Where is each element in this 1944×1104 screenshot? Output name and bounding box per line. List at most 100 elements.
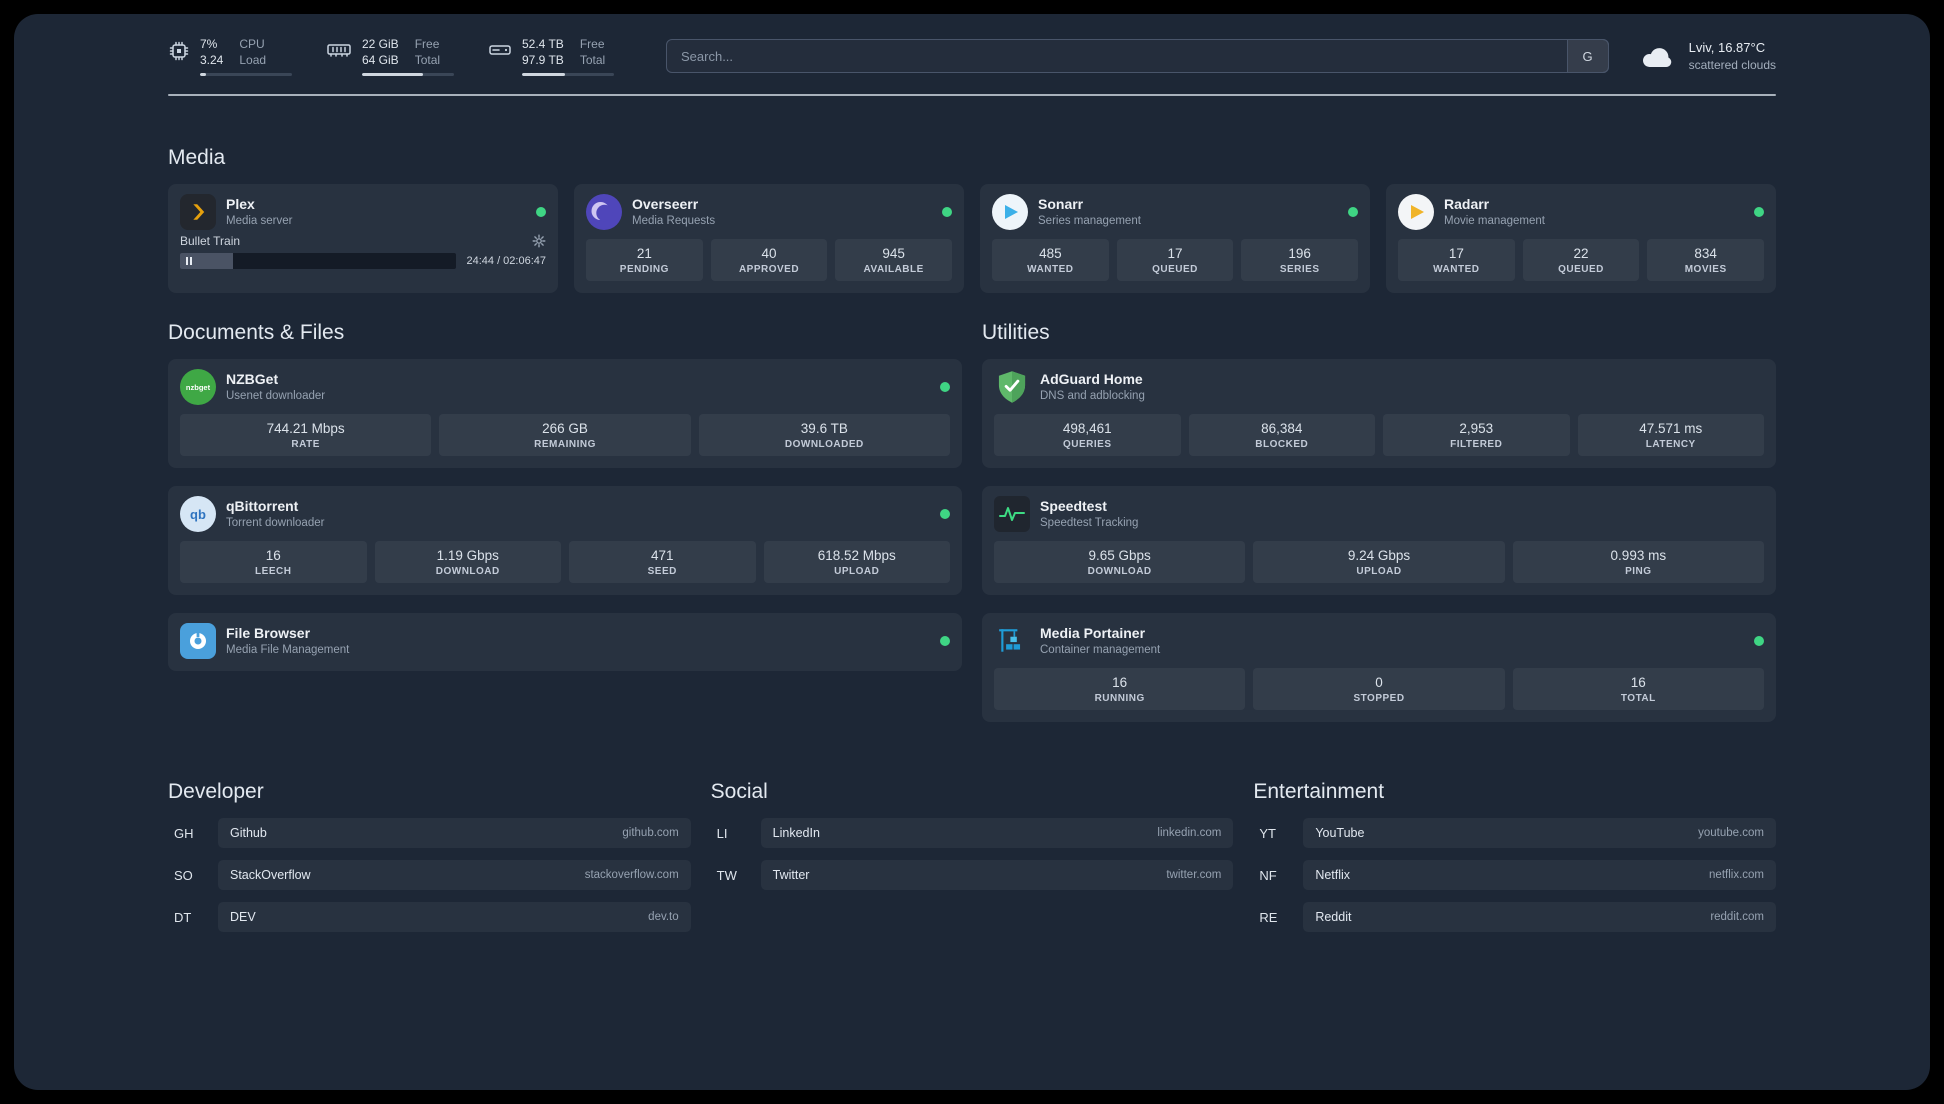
service-name: Radarr [1444, 196, 1490, 213]
nzbget-icon: nzbget [180, 369, 216, 406]
cpu-load-label: Load [239, 53, 267, 68]
service-name: Media Portainer [1040, 625, 1146, 642]
radarr-icon [1398, 194, 1434, 231]
service-card-radarr[interactable]: Radarr Movie management 17 WANTED 22 QUE… [1386, 184, 1776, 294]
ram-icon [327, 44, 351, 57]
bookmark-link-reddit[interactable]: Reddit reddit.com [1303, 902, 1776, 933]
disk-icon [489, 45, 511, 55]
service-card-portainer[interactable]: Media Portainer Container management 16 … [982, 613, 1776, 723]
status-dot [940, 382, 950, 393]
service-card-overseerr[interactable]: Overseerr Media Requests 21 PENDING 40 A… [574, 184, 964, 294]
bookmark-link-dev[interactable]: DEV dev.to [218, 902, 691, 933]
stat-remaining: 266 GB REMAINING [439, 414, 691, 457]
service-card-qbittorrent[interactable]: qb qBittorrent Torrent downloader 16 LEE… [168, 486, 962, 596]
bookmark-link-twitter[interactable]: Twitter twitter.com [760, 860, 1234, 891]
search-input[interactable] [666, 39, 1609, 74]
stat-leech: 16 LEECH [180, 541, 367, 584]
stat-downloaded: 39.6 TB DOWNLOADED [698, 414, 950, 457]
overseerr-icon [586, 194, 622, 231]
bookmark-link-youtube[interactable]: YouTube youtube.com [1303, 818, 1776, 849]
stat-wanted: 485 WANTED [992, 239, 1109, 282]
bookmark-link-linkedin[interactable]: LinkedIn linkedin.com [760, 818, 1234, 849]
ram-total-label: Total [414, 53, 441, 68]
stat-latency: 47.571 ms LATENCY [1577, 414, 1764, 457]
service-card-adguard[interactable]: AdGuard Home DNS and adblocking 498,461 … [982, 359, 1776, 469]
ram-widget: 22 GiB 64 GiB Free Total [326, 36, 454, 77]
stat-queries: 498,461 QUERIES [994, 414, 1181, 457]
bookmark-abbr: LI [716, 825, 728, 841]
service-description: Media server [226, 215, 293, 228]
cpu-icon [169, 41, 189, 61]
search-provider-button[interactable]: G [1566, 39, 1609, 74]
bookmark-row-stackoverflow: SO StackOverflow stackoverflow.com [168, 860, 691, 891]
cpu-progress-bar [200, 73, 292, 77]
playback-progress-bar[interactable] [180, 253, 457, 270]
cpu-label: CPU [239, 37, 265, 51]
bookmark-link-stackoverflow[interactable]: StackOverflow stackoverflow.com [218, 860, 691, 891]
pause-icon[interactable] [186, 257, 192, 266]
stat-download: 9.65 Gbps DOWNLOAD [994, 541, 1246, 584]
now-playing-title: Bullet Train [180, 234, 241, 249]
section-title-documents: Documents & Files [168, 321, 345, 345]
plex-icon [180, 194, 216, 231]
speedtest-icon [994, 496, 1030, 533]
bookmark-abbr: DT [174, 909, 192, 925]
service-description: Series management [1038, 215, 1141, 228]
section-title-developer: Developer [168, 780, 264, 804]
disk-widget: 52.4 TB 97.9 TB Free Total [488, 36, 614, 77]
disk-free-label: Free [579, 37, 605, 51]
player-settings-gear-icon[interactable] [532, 234, 546, 248]
stat-upload: 618.52 Mbps UPLOAD [763, 541, 950, 584]
service-description: Media Requests [632, 215, 716, 228]
status-dot [942, 207, 952, 218]
stat-total: 16 TOTAL [1512, 668, 1764, 711]
bookmark-row-twitter: TW Twitter twitter.com [711, 860, 1234, 891]
section-title-media: Media [168, 146, 226, 170]
bookmark-row-dev: DT DEV dev.to [168, 902, 691, 933]
bookmark-row-youtube: YT YouTube youtube.com [1253, 818, 1776, 849]
ram-free-label: Free [414, 37, 440, 51]
disk-progress-bar [522, 73, 614, 77]
bookmark-link-netflix[interactable]: Netflix netflix.com [1303, 860, 1776, 891]
search-bar: G [666, 39, 1609, 74]
service-name: Overseerr [632, 196, 699, 213]
service-name: qBittorrent [226, 498, 299, 515]
sonarr-icon [992, 194, 1028, 231]
bookmark-row-github: GH Github github.com [168, 818, 691, 849]
service-card-filebrowser[interactable]: File Browser Media File Management [168, 613, 962, 672]
dashboard: 7% 3.24 CPU Load 22 GiB [14, 14, 1930, 1090]
status-dot [940, 509, 950, 520]
service-description: Container management [1040, 644, 1161, 657]
service-card-speedtest[interactable]: Speedtest Speedtest Tracking 9.65 Gbps D… [982, 486, 1776, 596]
disk-total-label: Total [579, 53, 606, 68]
service-name: File Browser [226, 625, 311, 642]
stat-download: 1.19 Gbps DOWNLOAD [374, 541, 561, 584]
section-title-entertainment: Entertainment [1253, 780, 1385, 804]
qbittorrent-icon: qb [180, 496, 216, 533]
service-card-sonarr[interactable]: Sonarr Series management 485 WANTED 17 Q… [980, 184, 1370, 294]
service-card-nzbget[interactable]: nzbget NZBGet Usenet downloader 744.21 M… [168, 359, 962, 469]
weather-widget: Lviv, 16.87°C scattered clouds [1639, 39, 1776, 74]
service-name: Sonarr [1038, 196, 1084, 213]
status-dot [1754, 636, 1764, 647]
weather-condition: scattered clouds [1688, 57, 1776, 72]
status-dot [1348, 207, 1358, 218]
stat-queued: 17 QUEUED [1116, 239, 1234, 282]
stat-approved: 40 APPROVED [710, 239, 828, 282]
bookmark-abbr: GH [174, 825, 194, 841]
bookmark-group-developer: Developer GH Github github.com SO StackO… [168, 780, 691, 933]
topbar: 7% 3.24 CPU Load 22 GiB [168, 36, 1776, 77]
bookmark-row-netflix: NF Netflix netflix.com [1253, 860, 1776, 891]
service-card-plex[interactable]: Plex Media server Bullet Train [168, 184, 558, 294]
topbar-divider [168, 94, 1776, 97]
disk-free: 52.4 TB [522, 37, 564, 51]
ram-progress-bar [362, 73, 454, 77]
bookmark-group-social: Social LI LinkedIn linkedin.com TW Twitt… [711, 780, 1234, 932]
cloud-icon [1642, 48, 1671, 68]
cpu-widget: 7% 3.24 CPU Load [168, 36, 292, 77]
stat-rate: 744.21 Mbps RATE [180, 414, 432, 457]
service-description: Usenet downloader [226, 390, 326, 403]
weather-location: Lviv, 16.87°C [1688, 39, 1766, 55]
bookmark-link-github[interactable]: Github github.com [218, 818, 691, 849]
filebrowser-icon [180, 623, 216, 660]
